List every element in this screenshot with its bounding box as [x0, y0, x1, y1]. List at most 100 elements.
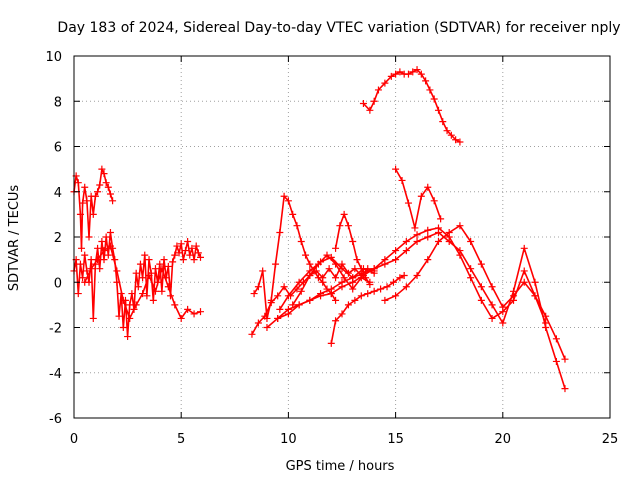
series-track-13: [392, 165, 445, 232]
series-line: [292, 254, 371, 306]
series-track-11: [332, 210, 374, 289]
data-point-marker: [392, 292, 400, 300]
data-point-marker: [340, 274, 348, 282]
data-point-marker: [81, 278, 89, 286]
data-point-marker: [366, 281, 374, 289]
data-point-marker: [325, 265, 333, 273]
data-point-marker: [295, 278, 303, 286]
data-point-marker: [276, 305, 284, 313]
data-point-marker: [437, 215, 445, 223]
data-point-marker: [171, 251, 179, 259]
data-point-marker: [293, 222, 301, 230]
data-point-marker: [370, 287, 378, 295]
data-point-marker: [139, 274, 147, 282]
data-point-marker: [89, 210, 97, 218]
y-tick-label: 8: [54, 95, 62, 110]
data-point-marker: [173, 242, 181, 250]
data-point-marker: [289, 301, 297, 309]
data-point-marker: [366, 106, 374, 114]
data-point-marker: [417, 192, 425, 200]
data-point-marker: [139, 290, 147, 298]
data-point-marker: [124, 333, 132, 341]
data-point-marker: [254, 283, 262, 291]
data-point-marker: [344, 301, 352, 309]
data-point-marker: [344, 222, 352, 230]
data-point-marker: [87, 256, 95, 264]
data-point-marker: [314, 274, 322, 282]
y-tick-label: 10: [45, 50, 62, 65]
data-point-marker: [196, 308, 204, 316]
data-point-marker: [169, 258, 177, 266]
data-point-marker: [94, 256, 102, 264]
data-series: [70, 66, 569, 393]
data-point-marker: [445, 228, 453, 236]
data-point-marker: [434, 228, 442, 236]
data-point-marker: [79, 199, 87, 207]
data-point-marker: [83, 267, 91, 275]
data-point-marker: [149, 296, 157, 304]
data-point-marker: [424, 226, 432, 234]
series-track-7: [274, 228, 569, 393]
data-point-marker: [151, 287, 159, 295]
data-point-marker: [499, 319, 507, 327]
data-point-marker: [98, 165, 106, 173]
data-point-marker: [332, 274, 340, 282]
x-tick-label: 15: [387, 432, 404, 447]
data-point-marker: [327, 285, 335, 293]
data-point-marker: [389, 278, 397, 286]
data-point-marker: [81, 251, 89, 259]
data-point-marker: [561, 355, 569, 363]
data-point-marker: [94, 188, 102, 196]
data-point-marker: [143, 292, 151, 300]
data-point-marker: [76, 260, 84, 268]
data-point-marker: [332, 296, 340, 304]
data-point-marker: [126, 314, 134, 322]
data-point-marker: [79, 274, 87, 282]
data-point-marker: [106, 228, 114, 236]
data-point-marker: [74, 290, 82, 298]
data-point-marker: [276, 228, 284, 236]
data-point-marker: [381, 296, 389, 304]
data-point-marker: [452, 136, 460, 144]
data-point-marker: [177, 240, 185, 248]
data-point-marker: [295, 301, 303, 309]
data-point-marker: [447, 131, 455, 139]
data-point-marker: [338, 310, 346, 318]
data-point-marker: [248, 330, 256, 338]
data-point-marker: [289, 210, 297, 218]
data-point-marker: [267, 296, 275, 304]
data-point-marker: [377, 285, 385, 293]
data-point-marker: [81, 183, 89, 191]
data-point-marker: [417, 70, 425, 78]
data-point-marker: [402, 283, 410, 291]
y-axis-label: SDTVAR / TECUs: [7, 185, 22, 292]
data-point-marker: [156, 260, 164, 268]
data-point-marker: [113, 267, 121, 275]
data-point-marker: [411, 224, 419, 232]
x-tick-label: 10: [280, 432, 297, 447]
y-tick-label: 4: [54, 186, 62, 201]
data-point-marker: [164, 283, 172, 291]
data-point-marker: [263, 314, 271, 322]
data-point-marker: [531, 278, 539, 286]
data-point-marker: [319, 278, 327, 286]
data-point-marker: [274, 314, 282, 322]
data-point-marker: [332, 244, 340, 252]
series-track-14: [381, 222, 550, 327]
series-line: [279, 256, 375, 310]
data-point-marker: [132, 301, 140, 309]
data-point-marker: [424, 183, 432, 191]
data-point-marker: [398, 176, 406, 184]
data-point-marker: [158, 265, 166, 273]
data-point-marker: [102, 179, 110, 187]
data-point-marker: [370, 269, 378, 277]
data-point-marker: [349, 274, 357, 282]
data-point-marker: [383, 283, 391, 291]
data-point-marker: [349, 285, 357, 293]
data-point-marker: [340, 210, 348, 218]
data-point-marker: [434, 106, 442, 114]
data-point-marker: [115, 312, 123, 320]
data-point-marker: [424, 233, 432, 241]
data-point-marker: [404, 199, 412, 207]
